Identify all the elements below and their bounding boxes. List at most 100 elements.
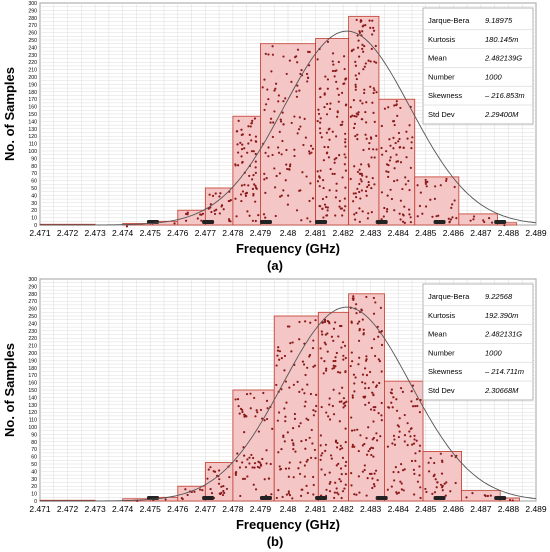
sample-dot xyxy=(334,440,338,443)
sample-dot xyxy=(325,367,328,370)
sample-dot xyxy=(282,100,285,103)
sample-dot xyxy=(353,493,356,496)
sample-dot xyxy=(335,189,338,192)
sample-dot xyxy=(309,144,313,147)
sample-dot xyxy=(293,412,297,416)
sample-dot xyxy=(283,354,287,358)
sample-dot xyxy=(304,400,307,403)
sample-dot xyxy=(511,499,514,502)
stat-value: – 214.711m xyxy=(484,367,524,376)
sample-dot xyxy=(406,422,409,425)
sample-dot xyxy=(237,404,240,408)
sample-dot xyxy=(254,160,257,163)
sample-dot xyxy=(263,478,266,481)
sample-dot xyxy=(326,78,330,81)
sample-dot xyxy=(469,219,472,222)
sample-dot xyxy=(433,473,436,476)
sample-dot xyxy=(237,151,240,154)
sample-dot xyxy=(360,172,363,175)
sample-dot xyxy=(388,138,391,141)
sample-dot xyxy=(419,191,422,194)
sample-dot xyxy=(352,192,355,195)
sample-dot xyxy=(263,172,266,176)
sample-dot xyxy=(358,190,361,194)
sample-dot xyxy=(217,469,221,472)
stat-label: Mean xyxy=(428,54,447,63)
sample-dot xyxy=(433,461,436,465)
y-tick-label: 140 xyxy=(28,395,37,401)
sample-dot xyxy=(279,118,282,121)
sample-dot xyxy=(184,212,188,216)
sample-dot xyxy=(377,335,380,338)
sample-dot xyxy=(415,439,418,442)
sample-dot xyxy=(392,136,395,139)
sample-dot xyxy=(326,151,329,154)
sample-dot xyxy=(298,89,301,92)
sample-dot xyxy=(366,476,369,480)
sample-dot xyxy=(365,374,369,377)
sample-dot xyxy=(286,203,290,206)
sample-dot xyxy=(380,218,383,221)
y-tick-label: 280 xyxy=(28,292,37,298)
sample-dot xyxy=(364,62,367,65)
sample-dot xyxy=(342,406,345,409)
sample-dot xyxy=(392,120,396,123)
sample-dot xyxy=(372,338,376,341)
sample-dot xyxy=(389,156,392,159)
x-tick-label: 2.476 xyxy=(167,504,189,514)
sample-dot xyxy=(285,493,289,496)
sample-dot xyxy=(261,457,264,461)
sample-dot xyxy=(304,136,307,139)
sample-dot xyxy=(339,371,342,374)
sample-dot xyxy=(243,413,246,416)
sample-dot xyxy=(337,60,340,64)
sample-dot xyxy=(370,187,373,190)
sample-dot xyxy=(472,218,475,221)
sample-dot xyxy=(343,153,346,156)
sample-dot xyxy=(350,351,353,354)
sample-dot xyxy=(403,434,407,437)
stat-label: Mean xyxy=(428,330,447,339)
sample-dot xyxy=(324,206,328,209)
sample-dot xyxy=(285,163,288,166)
sample-dot xyxy=(364,387,367,390)
stat-label: Std Dev xyxy=(428,386,455,395)
sample-dot xyxy=(369,408,373,411)
stat-label: Std Dev xyxy=(428,110,455,119)
sample-dot xyxy=(334,481,337,484)
sample-dot xyxy=(351,443,354,446)
y-tick-label: 50 xyxy=(31,186,37,192)
y-tick-label: 240 xyxy=(28,45,37,51)
histogram-bar xyxy=(177,209,206,226)
sample-dot xyxy=(355,211,358,214)
sample-dot xyxy=(367,163,370,166)
sample-dot xyxy=(218,195,221,198)
sample-dot xyxy=(310,428,313,432)
sample-dot xyxy=(370,472,373,475)
x-tick-label: 2.483 xyxy=(360,228,382,238)
sample-dot xyxy=(299,125,302,128)
sample-dot xyxy=(222,489,225,493)
sample-dot xyxy=(378,360,382,363)
x-tick-label: 2.487 xyxy=(470,504,492,514)
x-tick-label: 2.485 xyxy=(415,504,437,514)
sample-dot xyxy=(338,205,341,208)
sample-dot xyxy=(372,111,375,114)
sample-dot xyxy=(220,204,224,207)
sample-dot xyxy=(379,435,382,438)
sample-dot xyxy=(328,322,331,325)
sample-dot xyxy=(265,449,268,452)
y-tick-label: 190 xyxy=(28,82,37,88)
stat-value: 180.145m xyxy=(485,35,518,44)
sample-dot xyxy=(210,210,213,214)
sample-dot xyxy=(323,360,326,363)
sample-dot xyxy=(343,67,346,71)
sample-dot xyxy=(258,461,261,464)
sample-dot xyxy=(332,327,336,330)
sample-dot xyxy=(320,454,323,457)
sample-dot xyxy=(372,420,375,423)
histogram-panel-a: 0 10 20 30 40 50 60 70 80 90 100 110 120 130 140 150 160… xyxy=(2,1,547,273)
sample-dot xyxy=(358,30,361,33)
sample-dot xyxy=(358,55,361,58)
sample-dot xyxy=(367,180,370,184)
